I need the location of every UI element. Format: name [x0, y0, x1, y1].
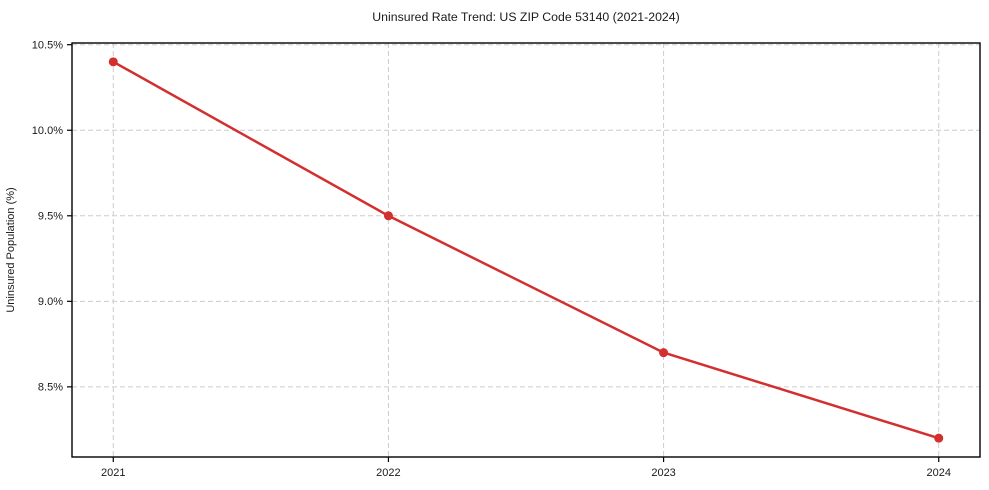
y-axis-label: Uninsured Population (%)	[5, 187, 17, 312]
data-point	[659, 348, 669, 358]
y-tick-label: 10.0%	[32, 125, 63, 137]
data-point	[934, 433, 944, 443]
data-point	[383, 211, 393, 221]
trend-line	[112, 60, 940, 440]
chart-title: Uninsured Rate Trend: US ZIP Code 53140 …	[372, 10, 679, 24]
chart-generated: 2021 2022 2023 2024 8.5% 9.0% 9.5% 10.0% 10.5%	[32, 40, 981, 479]
x-tick-label: 2023	[651, 467, 675, 479]
y-tick-label: 10.5%	[32, 40, 63, 52]
y-tick-label: 9.5%	[38, 211, 63, 223]
y-tick-label: 9.0%	[38, 296, 63, 308]
x-tick-label: 2024	[926, 467, 950, 479]
x-tick-label: 2021	[101, 467, 125, 479]
y-tick-label: 8.5%	[38, 382, 63, 394]
x-tick-label: 2022	[376, 467, 400, 479]
plot-area	[72, 43, 980, 457]
plot-border	[71, 42, 981, 458]
data-point	[108, 57, 118, 67]
